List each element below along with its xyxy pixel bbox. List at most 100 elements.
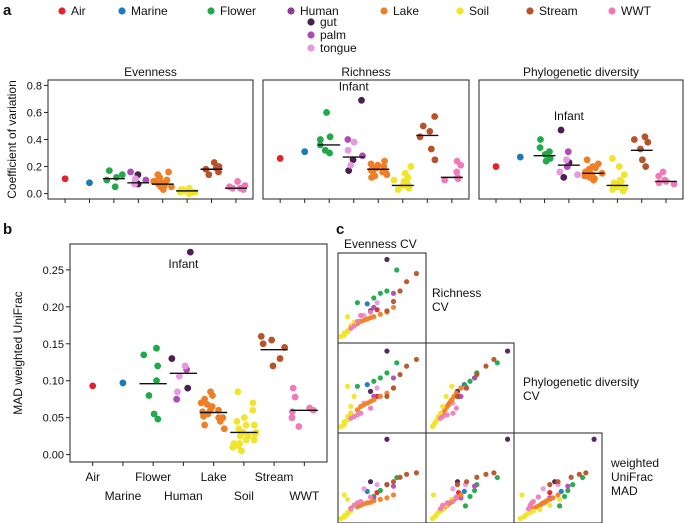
panel-c-point-gut: [367, 479, 374, 485]
panel-a-point-lake: [381, 157, 388, 165]
panel-a-point-soil: [609, 155, 616, 162]
panel-c-point-wwt: [444, 412, 450, 418]
legend-label-tongue: tongue: [320, 41, 357, 55]
panel-a-facet-title: Phylogenetic diversity: [523, 65, 639, 79]
panel-c-point-stream: [390, 385, 397, 391]
legend-label-wwt: WWT: [621, 4, 652, 18]
panel-a-point-flower: [105, 167, 113, 175]
panel-a-point-lake: [382, 169, 390, 177]
panel-b-ytick-label: 0.15: [43, 339, 64, 351]
panel-c-point-flower: [384, 370, 390, 376]
panel-c-point-stream: [483, 363, 489, 369]
panel-b-point-soil: [242, 421, 250, 429]
panel-a-point-lake: [154, 171, 162, 179]
panel-a-point-human: [574, 171, 581, 179]
panel-a-point-human: [556, 168, 564, 176]
panel-c-point-gut: [384, 348, 390, 354]
panel-c-point-stream: [397, 474, 403, 480]
panel-a-point-soil: [617, 178, 625, 185]
panel-a-point-wwt: [670, 180, 678, 188]
legend-label-palm: palm: [320, 28, 346, 42]
panel-c-point-stream: [483, 471, 489, 477]
panel-c-point-gut: [591, 436, 597, 442]
panel-a-point-lake: [583, 156, 591, 164]
legend-dot-wwt: [608, 7, 616, 15]
panel-c-point-palm: [390, 375, 397, 381]
panel-c-point-lake: [458, 492, 464, 498]
panel-b-point-soil: [250, 421, 258, 429]
panel-c-point-lake: [390, 304, 397, 310]
panel-b-point-human: [175, 372, 183, 380]
panel-a-facet-2: Phylogenetic diversity Infant: [478, 65, 684, 203]
panel-c-point-marine: [364, 382, 370, 388]
panel-a-point-soil: [189, 188, 197, 196]
panel-c-point-stream: [568, 474, 574, 480]
panel-letter-a: a: [3, 2, 12, 19]
panel-c-cell-2-0: [337, 432, 427, 523]
panel-a-point-stream: [431, 156, 439, 164]
panel-a-point-soil: [407, 163, 415, 170]
panel-c-cell-1-1: [425, 342, 515, 434]
panel-c-point-flower: [467, 493, 473, 500]
panel-b-point-stream: [268, 336, 276, 344]
legend-dot-soil: [456, 7, 464, 15]
panel-c-point-stream: [474, 474, 480, 480]
panel-c-point-lake: [555, 492, 561, 498]
panel-c-point-stream: [404, 363, 410, 369]
legend-dot-palm: [307, 31, 315, 39]
panel-c-point-flower: [394, 267, 400, 273]
panel-c-point-wwt: [530, 498, 537, 505]
panel-c-point-lake: [377, 393, 383, 399]
panel-a-point-stream: [642, 163, 650, 170]
panel-a-point-lake: [165, 168, 172, 176]
panel-c-point-flower: [467, 378, 473, 384]
legend-label-marine: Marine: [131, 4, 168, 18]
panel-c-point-soil: [344, 383, 351, 389]
panel-c-point-soil: [557, 496, 563, 502]
panel-a-point-wwt: [661, 176, 669, 184]
legend-dot-gut: [307, 18, 315, 26]
panel-a-point-flower: [545, 148, 553, 156]
panel-a-ytick-label: 0.2: [27, 162, 42, 174]
panel-b-point-soil: [242, 436, 250, 444]
panel-c-point-lake: [377, 311, 383, 317]
panel-b-point-lake: [200, 412, 207, 420]
panel-a-point-stream: [212, 164, 220, 172]
panel-b-xlabel-soil: Soil: [234, 489, 254, 503]
panel-a-point-flower: [536, 144, 544, 152]
panel-c-cell-2-1: [425, 432, 515, 523]
panel-b-point-flower: [150, 410, 158, 418]
panel-c-point-soil: [530, 508, 537, 514]
legend-dot-lake: [380, 7, 388, 15]
panel-a-point-marine: [301, 148, 309, 156]
panel-a-point-human: [347, 161, 355, 169]
panel-a-point-lake: [159, 184, 167, 192]
panel-b-xlabel-lake: Lake: [201, 470, 227, 484]
panel-b-point-human: [168, 355, 176, 362]
panel-c-point-soil: [519, 492, 525, 498]
panel-c-point-flower: [377, 375, 383, 381]
panel-c-point-soil: [344, 496, 351, 502]
panel-a-point-wwt: [454, 175, 462, 183]
panel-c-point-stream: [384, 308, 390, 314]
panel-c-point-soil: [430, 422, 437, 428]
panel-a-point-flower: [111, 183, 119, 191]
panel-c-point-stream: [413, 356, 420, 363]
panel-b-xlabel-air: Air: [85, 470, 100, 484]
panel-a-point-human: [560, 173, 568, 181]
panel-c-cell-1-0: [337, 342, 427, 434]
panel-a-point-lake: [380, 163, 388, 170]
panel-c-point-stream: [491, 470, 497, 476]
panel-c-point-soil: [348, 410, 354, 416]
panel-a-ytick-label: 0.8: [27, 80, 42, 92]
panel-c-point-wwt: [367, 309, 374, 315]
panel-a-annotation-infant: Infant: [554, 109, 585, 123]
panel-b-point-wwt: [288, 408, 296, 416]
panel-a-ylabel: Coefficient of variation: [5, 80, 19, 199]
panel-c-point-stream: [384, 482, 390, 488]
panel-a-point-lake: [168, 183, 175, 191]
panel-c-point-flower: [494, 360, 500, 366]
panel-a-point-soil: [620, 171, 628, 179]
panel-c-point-tongue: [374, 300, 380, 306]
